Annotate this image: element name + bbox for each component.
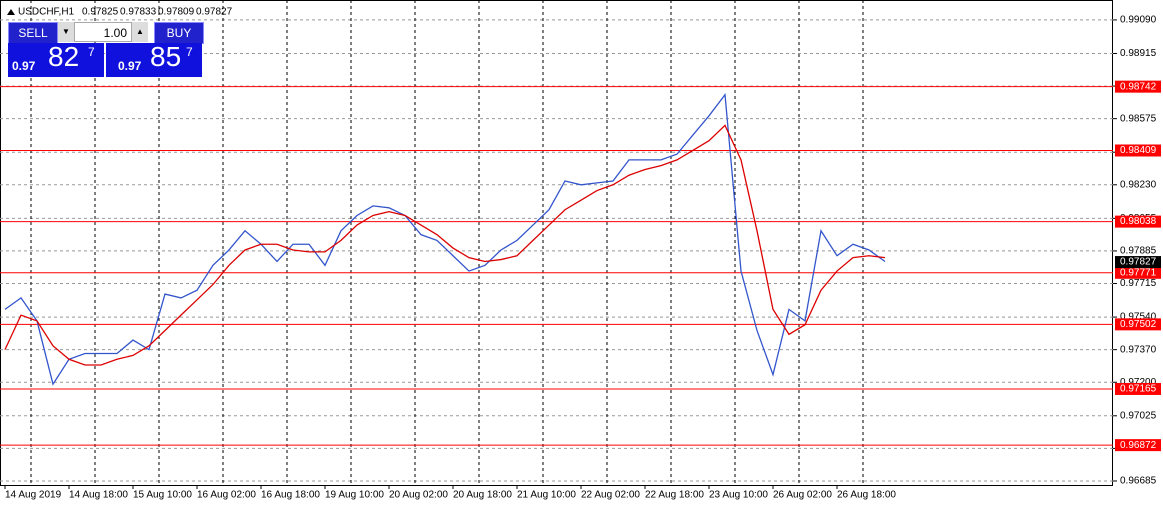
y-tick-label: 0.98915 [1120, 48, 1157, 59]
x-tick-label: 14 Aug 2019 [5, 490, 62, 501]
level-label: 0.96872 [1120, 440, 1157, 451]
y-tick-label: 0.98230 [1120, 179, 1157, 190]
level-label-box [1115, 80, 1161, 93]
level-label: 0.98038 [1120, 216, 1157, 227]
x-tick-label: 21 Aug 10:00 [517, 490, 576, 501]
lot-up[interactable]: ▲ [132, 22, 148, 42]
y-tick-label: 0.97715 [1120, 278, 1157, 289]
y-tick-label: 0.97370 [1120, 344, 1157, 355]
x-tick-label: 23 Aug 10:00 [709, 490, 768, 501]
level-label-box [1115, 382, 1161, 395]
x-tick-label: 22 Aug 18:00 [645, 490, 704, 501]
header-value: 0.97827 [196, 7, 233, 18]
y-tick-label: 0.97025 [1120, 410, 1157, 421]
ask-frac: 7 [186, 45, 193, 59]
y-tick-label: 0.97200 [1120, 377, 1157, 388]
x-tick-label: 16 Aug 18:00 [261, 490, 320, 501]
level-label: 0.97502 [1120, 319, 1157, 330]
level-label-box [1115, 215, 1161, 228]
plot-frame [0, 0, 1113, 486]
x-tick-label: 14 Aug 18:00 [69, 490, 128, 501]
y-tick-label: 0.96685 [1120, 476, 1157, 487]
x-tick-label: 15 Aug 10:00 [133, 490, 192, 501]
price-label-box [1115, 256, 1161, 269]
ask-box[interactable]: 0.97 85 7 [106, 41, 202, 77]
lot-down[interactable]: ▼ [58, 22, 74, 42]
x-tick-label: 19 Aug 10:00 [325, 490, 384, 501]
bid-pips: 82 [48, 41, 80, 72]
ask-pips: 85 [150, 41, 182, 72]
bid-big: 0.97 [12, 59, 36, 73]
ask-big: 0.97 [118, 59, 142, 73]
level-label-box [1115, 439, 1161, 452]
x-tick-label: 26 Aug 18:00 [837, 490, 896, 501]
y-tick-label: 0.98575 [1120, 113, 1157, 124]
level-label: 0.97771 [1120, 267, 1157, 278]
trade-panel: SELL ▼ 1.00 ▲ BUY 0.97 82 7 0.97 85 7 [8, 22, 204, 78]
y-tick-label: 0.99090 [1120, 15, 1157, 26]
header-value: 0.97833 [120, 7, 157, 18]
bid-frac: 7 [88, 45, 95, 59]
bid-box[interactable]: 0.97 82 7 [8, 41, 104, 77]
level-label-box [1115, 266, 1161, 279]
series-line [4, 92, 886, 386]
sell-button[interactable]: SELL [8, 22, 58, 44]
series-line [4, 124, 886, 366]
x-tick-label: 22 Aug 02:00 [581, 490, 640, 501]
level-label-box [1115, 318, 1161, 331]
symbol: USDCHF,H1 [18, 7, 75, 18]
y-tick-label: 0.97885 [1120, 246, 1157, 257]
x-tick-label: 20 Aug 18:00 [453, 490, 512, 501]
level-label: 0.98409 [1120, 145, 1157, 156]
x-tick-label: 20 Aug 02:00 [389, 490, 448, 501]
collapse-icon[interactable] [7, 9, 15, 15]
price-label: 0.97827 [1120, 257, 1157, 268]
x-tick-label: 16 Aug 02:00 [197, 490, 256, 501]
level-label: 0.97165 [1120, 384, 1157, 395]
level-label-box [1115, 144, 1161, 157]
header-value: 0.97825 [82, 7, 119, 18]
header-value: 0.97809 [158, 7, 195, 18]
lot-input[interactable]: 1.00 [74, 22, 132, 42]
level-label: 0.98742 [1120, 81, 1157, 92]
y-tick-label: 0.97540 [1120, 312, 1157, 323]
x-tick-label: 26 Aug 02:00 [773, 490, 832, 501]
